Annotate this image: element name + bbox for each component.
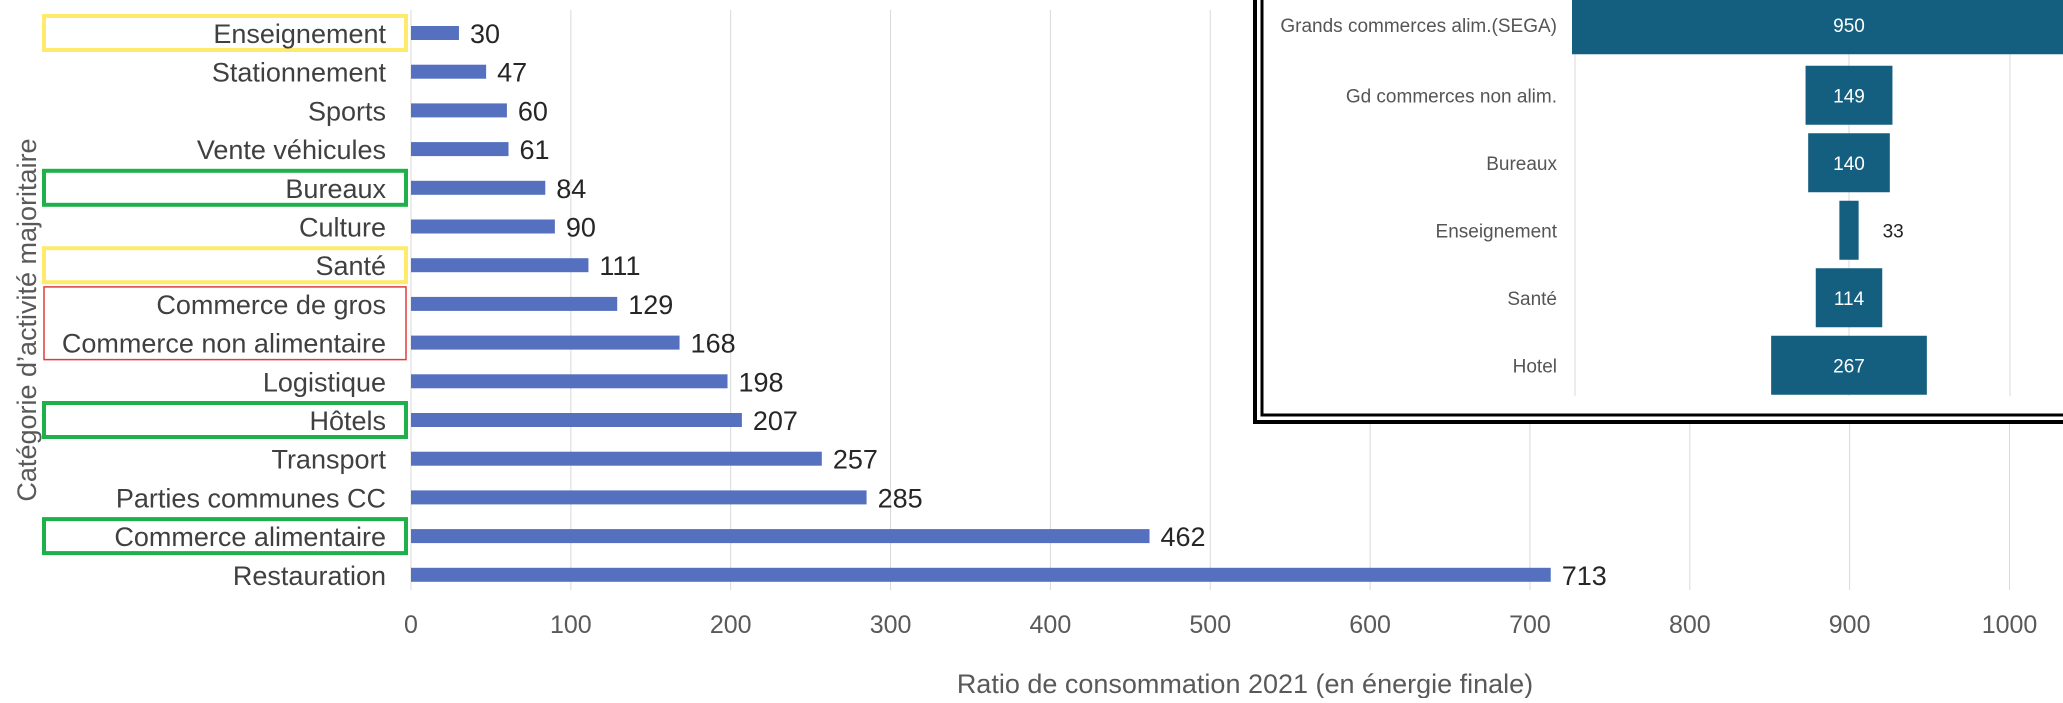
value-label-logistique: 198 <box>739 367 784 397</box>
category-highlights <box>42 14 408 556</box>
highlight-box-bureaux <box>42 168 408 207</box>
bar-sante <box>411 258 589 273</box>
inset-background <box>1253 0 2063 424</box>
category-label-logistique: Logistique <box>263 367 386 397</box>
inset-category-label-enseignement: Enseignement <box>1436 221 1558 242</box>
highlight-box-enseignement <box>42 14 408 52</box>
inset-bar-grands-commerces-alim-sega <box>1572 0 2063 55</box>
highlight-box-commerce-de-gros-commerce-non-alimentaire <box>43 286 407 361</box>
bar-commerce-alimentaire <box>411 529 1150 544</box>
bar-commerce-de-gros <box>411 296 618 311</box>
value-label-vente-vehicules: 61 <box>520 135 550 165</box>
bar-logistique <box>411 374 728 389</box>
value-label-restauration: 713 <box>1562 561 1607 591</box>
category-label-bureaux: Bureaux <box>285 174 386 204</box>
category-label-culture: Culture <box>299 213 386 243</box>
labels: 0 100 200 300 400 500 600 700 800 900 1000 Enseigne… <box>62 19 2037 639</box>
value-label-enseignement: 30 <box>470 19 500 49</box>
x-tick-label-300: 300 <box>870 611 912 639</box>
value-label-culture: 90 <box>566 213 596 243</box>
inset-value-label-sante: 114 <box>1834 289 1865 310</box>
x-tick-label-700: 700 <box>1509 611 1551 639</box>
inset-value-label-grands-commerces-alim-sega: 950 <box>1833 16 1865 37</box>
inset-value-label-bureaux: 140 <box>1833 154 1865 175</box>
category-label-transport: Transport <box>271 445 386 475</box>
x-tick-label-100: 100 <box>550 611 592 639</box>
bar-enseignement <box>411 26 459 40</box>
category-label-stationnement: Stationnement <box>212 58 387 88</box>
inset-value-label-hotel: 267 <box>1833 356 1865 377</box>
category-label-restauration: Restauration <box>233 561 386 591</box>
category-label-enseignement: Enseignement <box>213 19 386 49</box>
inset-bar-hotel <box>1771 335 1927 395</box>
value-label-commerce-alimentaire: 462 <box>1161 522 1206 552</box>
x-tick-label-400: 400 <box>1030 611 1072 639</box>
inset-value-label-gd-commerces-non-alim: 149 <box>1833 86 1865 107</box>
inset-category-label-hotel: Hotel <box>1513 356 1557 377</box>
category-label-commerce-non-alimentaire: Commerce non alimentaire <box>62 329 386 359</box>
bar-commerce-non-alimentaire <box>411 335 680 350</box>
bar-transport <box>411 451 822 466</box>
bar-vente-vehicules <box>411 142 509 157</box>
value-label-parties-communes-cc: 285 <box>878 483 923 513</box>
value-label-sante: 111 <box>599 251 640 281</box>
inset-chart: Grands commerces alim.(SEGA) 950 Gd commer… <box>1253 0 2063 424</box>
bar-sports <box>411 103 507 118</box>
x-tick-label-500: 500 <box>1189 611 1231 639</box>
inset-bar-gd-commerces-non-alim <box>1805 65 1893 125</box>
inset-category-label-sante: Santé <box>1507 289 1557 310</box>
y-axis-title: Catégorie d’activité majoritaire <box>12 138 42 501</box>
category-label-parties-communes-cc: Parties communes CC <box>116 483 386 513</box>
value-label-bureaux: 84 <box>556 174 586 204</box>
bars <box>411 26 1551 582</box>
x-tick-label-600: 600 <box>1349 611 1391 639</box>
inset-bar-bureaux <box>1808 133 1890 193</box>
highlight-box-hotels <box>42 401 408 439</box>
value-label-commerce-de-gros: 129 <box>628 290 673 320</box>
category-label-hotels: Hôtels <box>309 406 386 436</box>
inset-category-label-gd-commerces-non-alim: Gd commerces non alim. <box>1346 86 1557 107</box>
inset-value-label-enseignement: 33 <box>1883 221 1904 242</box>
value-label-transport: 257 <box>833 445 878 475</box>
highlight-box-sante <box>42 246 408 285</box>
inset-frame-inner <box>1260 0 2063 417</box>
x-tick-label-800: 800 <box>1669 611 1711 639</box>
value-label-hotels: 207 <box>753 406 798 436</box>
category-label-commerce-de-gros: Commerce de gros <box>156 290 386 320</box>
category-label-sports: Sports <box>308 96 386 126</box>
value-label-commerce-non-alimentaire: 168 <box>691 329 736 359</box>
category-label-vente-vehicules: Vente véhicules <box>197 135 386 165</box>
inset-bar-sante <box>1815 268 1883 328</box>
inset-category-label-grands-commerces-alim-sega: Grands commerces alim.(SEGA) <box>1280 16 1557 37</box>
inset-category-label-bureaux: Bureaux <box>1486 154 1557 175</box>
x-tick-label-900: 900 <box>1829 611 1871 639</box>
inset-frame-outer <box>1253 0 2063 424</box>
x-tick-label-1000: 1000 <box>1982 611 2038 639</box>
bar-parties-communes-cc <box>411 490 867 505</box>
bar-stationnement <box>411 64 487 79</box>
x-tick-label-0: 0 <box>404 611 418 639</box>
bar-bureaux <box>411 180 546 195</box>
x-axis-title: Ratio de consommation 2021 (en énergie f… <box>957 669 1533 698</box>
value-label-sports: 60 <box>518 96 548 126</box>
x-tick-label-200: 200 <box>710 611 752 639</box>
category-label-commerce-alimentaire: Commerce alimentaire <box>114 522 386 552</box>
category-label-sante: Santé <box>315 251 386 281</box>
bar-hotels <box>411 413 742 427</box>
highlight-box-commerce-alimentaire <box>42 517 408 556</box>
value-label-stationnement: 47 <box>497 58 527 88</box>
bar-culture <box>411 219 555 234</box>
inset-bar-enseignement <box>1839 200 1859 260</box>
bar-restauration <box>411 567 1551 582</box>
